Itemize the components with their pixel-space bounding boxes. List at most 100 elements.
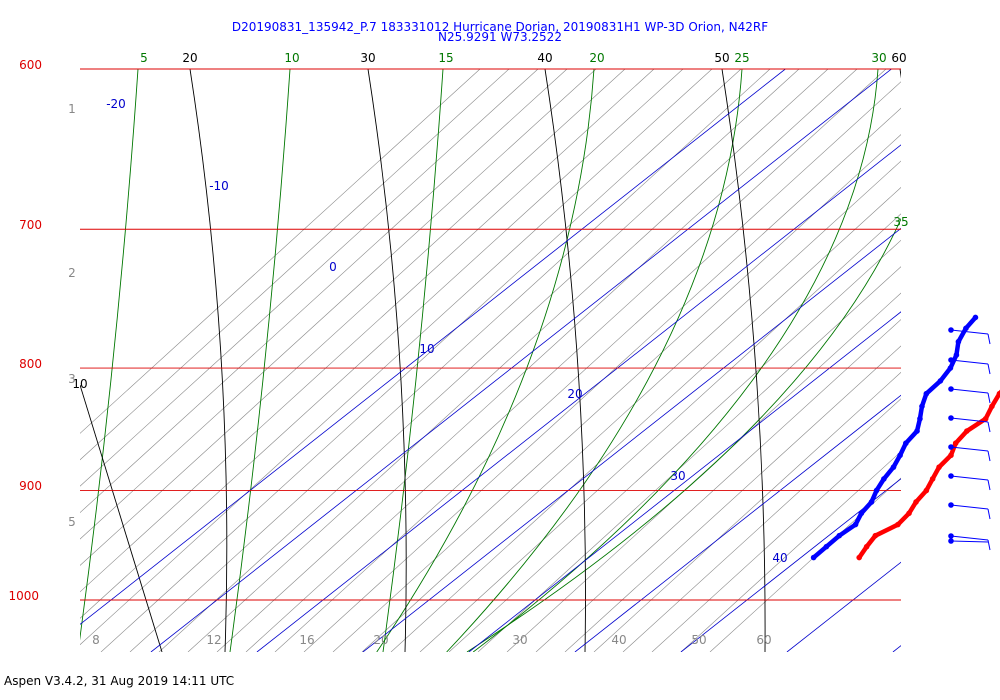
mixing-ratio-line [274,81,901,652]
temperature-profile-point [989,403,995,410]
mixing-ratio-line [80,69,597,540]
isotherm-label: 20 [567,387,582,401]
mixing-ratio-line [158,69,800,652]
moist-adiabat-label: 25 [734,51,749,65]
height-label: 3 [68,372,76,386]
temperature-profile-point [996,390,1000,397]
mixing-ratio-line [80,69,510,461]
moist-adiabat-line [382,69,444,652]
temperature-profile-point [936,464,942,470]
wind-barb-shaft [950,540,989,543]
mixing-ratio-line [80,69,684,619]
mixing-ratio-line [361,160,901,652]
isotherm-label: 0 [329,260,337,274]
wind-barb-shaft [950,329,989,335]
wind-barb-flag [987,363,991,375]
moist-adiabat-label: 5 [140,51,148,65]
mixing-ratio-line [419,213,901,652]
height-label: 1 [68,102,76,116]
dewpoint-profile-point [873,487,880,494]
dry-adiabat-label: 60 [891,51,906,65]
mixing-ratio-line [245,69,887,652]
isotherm-line [680,478,901,652]
mixing-ratio-line [506,292,901,652]
mixing-ratio-line [477,266,901,652]
dewpoint-profile-point [868,499,875,505]
temperature-profile-point [948,452,954,459]
temperature-profile-point [906,510,912,517]
dry-adiabat-label: 50 [714,51,729,65]
wind-barb-flag [987,421,991,433]
temperature-profile-point [863,543,870,550]
mixing-ratio-line [80,69,539,487]
moist-adiabat-line [466,217,901,652]
moist-adiabat-line [229,69,291,652]
mixing-ratio-label: 20 [373,633,388,647]
mixing-ratio-line [564,345,901,652]
dewpoint-profile-point [823,543,830,550]
dewpoint-profile-point [881,476,887,482]
dry-adiabat-label: 40 [537,51,552,65]
chart-title: D20190831_135942_P.7 183331012 Hurricane… [231,20,769,34]
pressure-tick-label: 700 [19,218,42,232]
mixing-ratio-label: 16 [299,633,314,647]
mixing-ratio-line [303,107,901,652]
dewpoint-profile-point [836,532,843,539]
isotherm-label: -10 [209,179,229,193]
wind-barb-flag [987,539,991,551]
pressure-tick-label: 600 [19,58,42,72]
wind-barb-shaft [950,388,989,394]
dewpoint-profile-point [810,554,817,561]
dry-adiabat-label: 10 [72,377,87,391]
temperature-profile-point [872,532,879,539]
dewpoint-profile-point [914,428,920,434]
chart-location: N25.9291 W73.2522 [438,30,562,44]
mixing-ratio-line [332,134,901,652]
wind-barb-shaft [950,417,989,423]
temperature-profile-point [856,554,862,561]
moist-adiabat-label: 35 [893,215,908,229]
dewpoint-profile-point [923,390,930,397]
wind-barb-flag [987,479,991,491]
mixing-ratio-line [129,69,771,652]
pressure-tick-label: 800 [19,357,42,371]
wind-barb-flag [987,508,991,520]
dewpoint-profile-point [890,464,897,470]
dry-adiabat-line [80,384,163,652]
mixing-ratio-line [80,69,568,514]
moist-adiabat-label: 20 [589,51,604,65]
dewpoint-profile-point [972,314,979,321]
dewpoint-profile-point [953,352,960,358]
dewpoint-profile-point [919,403,925,410]
dry-adiabat-line [367,69,407,652]
wind-barb-shaft [950,359,989,365]
mixing-ratio-line [680,451,901,652]
mixing-ratio-label: 50 [691,633,706,647]
mixing-ratio-label: 30 [512,633,527,647]
temperature-profile-point [964,428,970,434]
mixing-ratio-line [80,69,481,434]
isotherm-label: 40 [772,551,787,565]
dewpoint-profile-point [903,440,909,447]
isotherm-line [468,311,901,652]
dewpoint-profile-point [937,378,944,384]
dewpoint-profile-point [947,365,954,371]
dry-adiabat-label: 30 [360,51,375,65]
temperature-profile-point [923,487,930,494]
dry-adiabat-label: 20 [182,51,197,65]
mixing-ratio-line [448,239,901,652]
isotherm-line [574,394,901,652]
temperature-profile-point [952,440,959,447]
pressure-tick-label: 1000 [8,589,39,603]
height-label: 5 [68,515,76,529]
isotherm-label: 10 [419,342,434,356]
footer-version: Aspen V3.4.2, 31 Aug 2019 14:11 UTC [4,674,235,688]
isotherm-line [362,227,901,652]
height-label: 2 [68,266,76,280]
mixing-ratio-line [187,69,829,652]
isotherm-line [892,645,901,652]
isotherm-label: -20 [106,97,126,111]
mixing-ratio-line [651,424,901,652]
wind-barb-flag [987,450,991,462]
